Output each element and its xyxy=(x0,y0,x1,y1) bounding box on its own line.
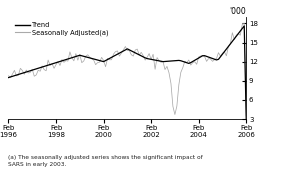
Text: '000: '000 xyxy=(230,7,246,16)
Text: (a) The seasonally adjusted series shows the significant impact of
SARS in early: (a) The seasonally adjusted series shows… xyxy=(8,155,203,167)
Legend: Trend, Seasonally Adjusted(a): Trend, Seasonally Adjusted(a) xyxy=(14,21,110,37)
